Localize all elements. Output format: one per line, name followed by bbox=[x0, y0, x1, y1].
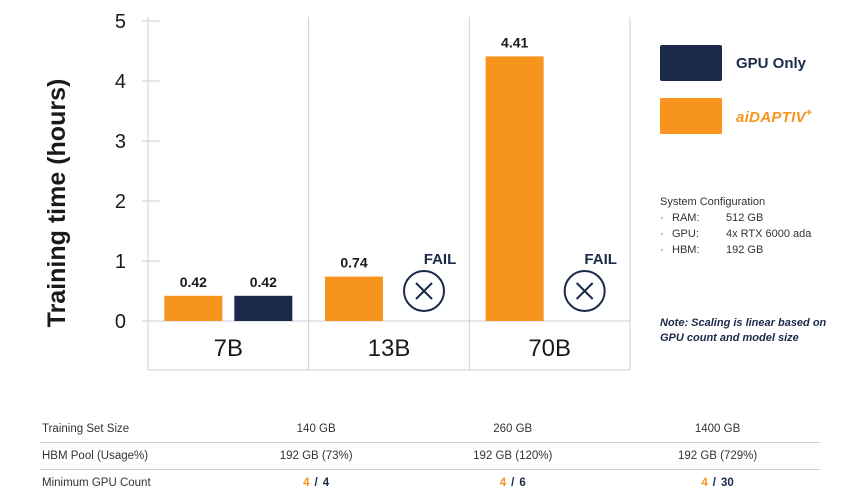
table-cell: 192 GB (120%) bbox=[410, 442, 616, 470]
data-label: 0.42 bbox=[250, 274, 277, 290]
data-label: 0.74 bbox=[340, 255, 367, 271]
legend-swatch-gpu-only bbox=[660, 45, 722, 81]
y-tick-label: 3 bbox=[115, 131, 126, 153]
table-cell: 192 GB (73%) bbox=[222, 442, 411, 470]
table-row: HBM Pool (Usage%) 192 GB (73%) 192 GB (1… bbox=[40, 442, 820, 470]
fail-icon-cross bbox=[415, 282, 433, 300]
y-tick-label: 1 bbox=[115, 251, 126, 273]
sparkle-icon: + bbox=[805, 106, 813, 119]
y-tick-label: 2 bbox=[115, 191, 126, 213]
legend-swatch-aidaptiv bbox=[660, 98, 722, 134]
row-label: Minimum GPU Count bbox=[42, 477, 151, 489]
x-category-label: 7B bbox=[214, 335, 243, 362]
table-row: Training Set Size 140 GB 260 GB 1400 GB bbox=[40, 416, 820, 443]
bar bbox=[325, 276, 383, 321]
row-label: Training Set Size bbox=[40, 416, 222, 443]
sysconf-row-hbm: · HBM: 192 GB bbox=[660, 244, 764, 256]
bar bbox=[234, 295, 293, 321]
y-tick-label: 0 bbox=[115, 311, 126, 333]
fail-label: FAIL bbox=[584, 251, 617, 268]
y-tick-label: 4 bbox=[115, 71, 126, 93]
table-cell: 1400 GB bbox=[615, 416, 820, 443]
specs-table: Training Set Size 140 GB 260 GB 1400 GB … bbox=[40, 416, 820, 496]
table-row: Minimum GPU Count 4/4 4/6 4/30 bbox=[40, 470, 820, 496]
table-cell: 4/4 bbox=[303, 477, 330, 489]
legend-gpu-only: GPU Only bbox=[660, 45, 806, 81]
table-cell: 192 GB (729%) bbox=[615, 442, 820, 470]
fail-icon bbox=[403, 270, 445, 312]
system-configuration: System Configuration · RAM: 512 GB · GPU… bbox=[660, 194, 811, 258]
table-cell: 4/6 bbox=[499, 477, 526, 489]
y-tick-label: 5 bbox=[115, 11, 126, 33]
sysconf-row-ram: · RAM: 512 GB bbox=[660, 212, 764, 224]
x-category-label: 70B bbox=[528, 335, 571, 362]
y-axis-label: Training time (hours) bbox=[43, 78, 71, 328]
table-cell: 4/30 bbox=[701, 477, 734, 489]
fail-icon-cross bbox=[575, 282, 594, 300]
legend-label-gpu-only: GPU Only bbox=[736, 54, 807, 72]
fail-label: FAIL bbox=[424, 251, 457, 268]
x-category-label: 13B bbox=[368, 335, 411, 362]
aidaptiv-logo: aiDAPTIV+ bbox=[736, 106, 813, 126]
table-cell: 260 GB bbox=[410, 416, 616, 443]
legend-aidaptiv: aiDAPTIV+ bbox=[660, 98, 813, 134]
data-label: 0.42 bbox=[180, 274, 207, 290]
table-cell: 140 GB bbox=[222, 416, 411, 443]
system-configuration-title: System Configuration bbox=[660, 196, 766, 208]
scaling-note: Note: Scaling is linear based on GPU cou… bbox=[660, 317, 827, 344]
data-label: 4.41 bbox=[501, 34, 528, 50]
fail-icon bbox=[563, 270, 606, 312]
bar bbox=[164, 295, 223, 321]
row-label: HBM Pool (Usage%) bbox=[40, 442, 222, 470]
bar bbox=[485, 56, 544, 322]
sysconf-row-gpu: · GPU: 4x RTX 6000 ada bbox=[660, 228, 812, 240]
